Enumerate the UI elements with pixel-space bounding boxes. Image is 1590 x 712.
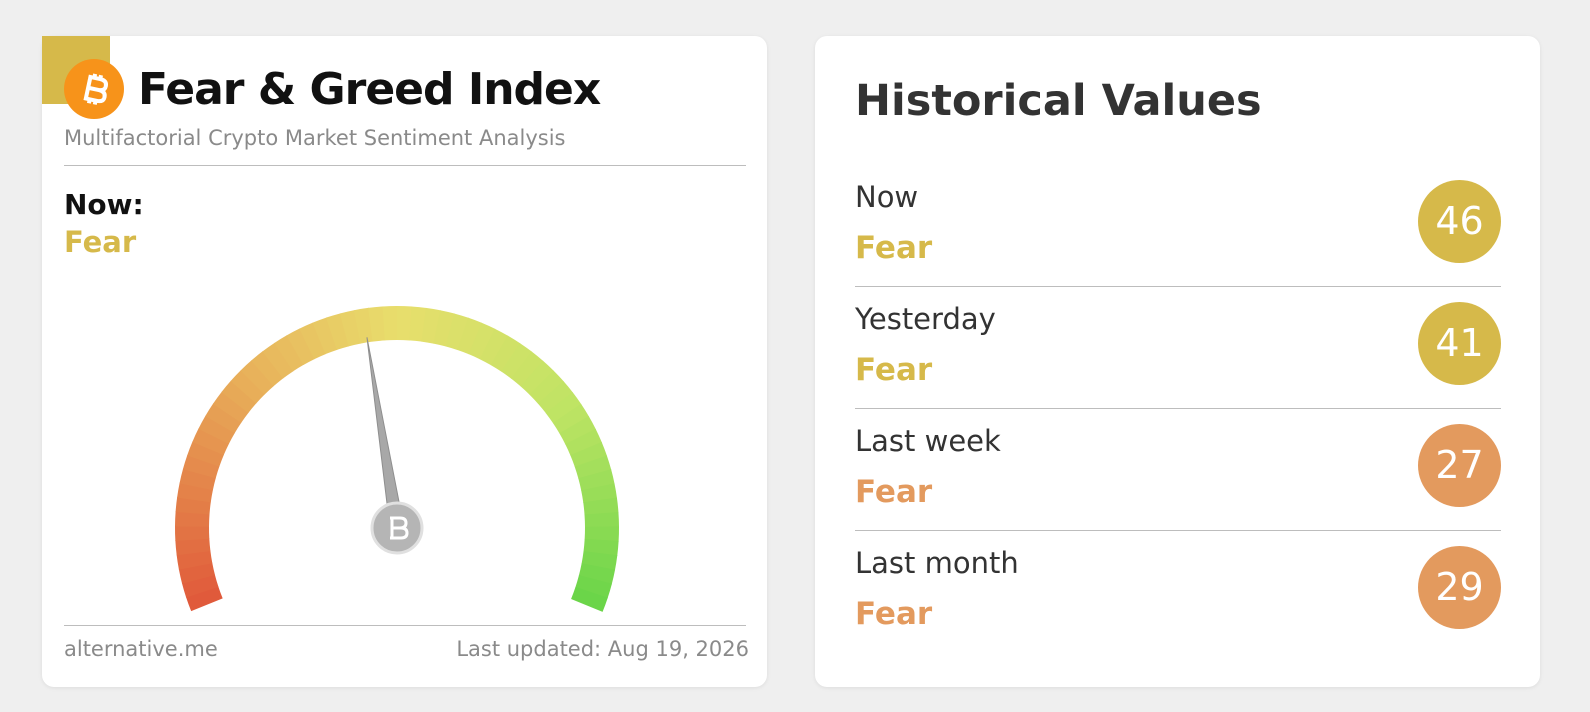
gauge-arc (179, 468, 216, 491)
gauge-card: Fear & Greed Index Multifactorial Crypto… (42, 36, 767, 687)
gauge-arc (575, 575, 612, 599)
gauge-arc (571, 586, 608, 612)
gauge-arc (181, 574, 219, 598)
needle (366, 337, 405, 530)
gauge-arc (578, 563, 616, 585)
gauge-arc (500, 343, 533, 379)
row-classification: Fear (855, 352, 933, 388)
value-badge (1418, 424, 1501, 507)
divider (855, 286, 1501, 287)
hub-logo (390, 516, 409, 540)
gauge-arc (479, 328, 509, 366)
gauge-arc (175, 511, 210, 527)
gauge-arc (552, 403, 590, 434)
row-label: Last month (855, 546, 1019, 580)
value-label: 46 (1435, 199, 1484, 243)
divider (855, 530, 1501, 531)
value-badge (1418, 180, 1501, 263)
gauge-arc (559, 416, 596, 445)
gauge-arc (325, 313, 350, 350)
card-title: Fear & Greed Index (138, 64, 601, 115)
row-classification: Fear (855, 230, 933, 266)
row-label: Yesterday (855, 302, 996, 336)
gauge-arc (565, 428, 602, 456)
divider (855, 408, 1501, 409)
gauge-arc (368, 306, 386, 342)
gauge-arc (175, 538, 211, 556)
gauge-arc (212, 391, 249, 423)
divider (64, 625, 746, 626)
gauge-arc (445, 313, 469, 351)
classification: Fear (64, 225, 137, 259)
gauge-arc (177, 482, 213, 503)
gauge-arc (583, 538, 619, 557)
value-badge (1418, 546, 1501, 629)
gauge-arc (312, 317, 338, 355)
divider (64, 165, 746, 166)
card-subtitle: Multifactorial Crypto Market Sentiment A… (64, 126, 566, 150)
row-classification: Fear (855, 596, 933, 632)
gauge-arc (574, 455, 612, 480)
gauge-arc (192, 428, 230, 456)
gauge-arc (468, 322, 496, 360)
gauge-arc (433, 310, 455, 347)
value-label: 27 (1435, 443, 1484, 487)
gauge-arc (274, 335, 305, 372)
gauge-arc (221, 380, 257, 414)
gauge-arc (240, 360, 275, 395)
gauge-arc (353, 307, 374, 344)
gauge-arc (339, 310, 362, 347)
gauge-arc (251, 351, 284, 387)
gauge-arc (510, 351, 544, 387)
gauge-arc (299, 322, 327, 360)
gauge-arc (570, 441, 608, 468)
gauge-arc (581, 483, 618, 504)
row-classification: Fear (855, 474, 933, 510)
last-updated: Last updated: Aug 19, 2026 (456, 637, 749, 661)
gauge-arc (286, 328, 315, 366)
gauge-arc (537, 380, 574, 414)
value-label: 46 (332, 207, 372, 242)
gauge-arc (175, 496, 211, 515)
gauge-arc (421, 307, 441, 344)
gauge-arc (578, 469, 615, 491)
source: alternative.me (64, 637, 218, 661)
gauge-arc (529, 370, 564, 405)
gauge-arc (409, 306, 427, 342)
gauge-arc (187, 441, 224, 467)
bitcoin-logo (64, 59, 124, 119)
gauge-arc (583, 497, 619, 516)
gauge-arc (520, 360, 554, 396)
now-label: Now: (64, 188, 144, 221)
gauge-arc (457, 317, 483, 355)
gauge-arc (262, 342, 294, 379)
gauge-arc (584, 511, 619, 528)
gauge-arc (230, 369, 266, 404)
value-label: 29 (1435, 565, 1484, 609)
gauge-arc (198, 415, 236, 445)
gauge-arc (178, 562, 216, 584)
gauge-arc (176, 550, 213, 570)
value-label: 41 (1435, 321, 1484, 365)
row-label: Last week (855, 424, 1001, 458)
card-title: Historical Values (855, 76, 1262, 126)
value-badge (1418, 302, 1501, 385)
gauge (175, 306, 619, 612)
gauge-arc (205, 403, 242, 434)
gauge-arc (185, 586, 223, 612)
gauge-arc (182, 454, 220, 479)
history-card: Historical Values Now Fear 46 Yesterday Fear… (815, 36, 1540, 687)
row-label: Now (855, 180, 919, 214)
gauge-arc (545, 392, 582, 424)
gauge-arc (581, 550, 618, 571)
gauge-arc (490, 335, 521, 372)
